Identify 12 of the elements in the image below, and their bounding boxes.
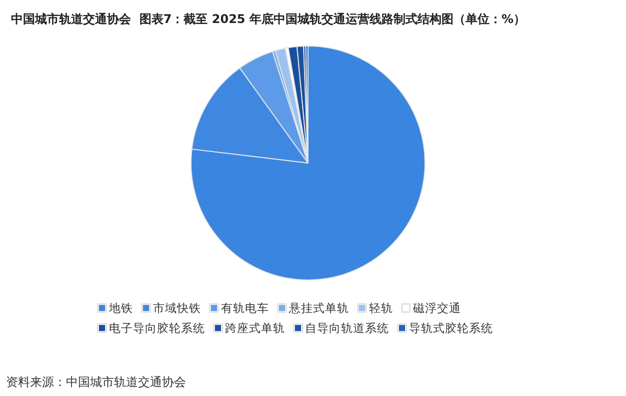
legend-label: 导轨式胶轮系统 — [409, 321, 493, 335]
legend-label: 市域快铁 — [153, 301, 201, 315]
legend-label: 地铁 — [108, 301, 133, 315]
chart-title: 中国城市轨道交通协会 图表7：截至 2025 年底中国城轨交通运营线路制式结构图（单位：%） — [11, 12, 526, 26]
legend-label: 跨座式单轨 — [225, 321, 285, 335]
legend-label: 磁浮交通 — [412, 301, 461, 315]
text: 资料来源：中国城市轨道交通协会 — [6, 375, 186, 389]
legend-label: 轻轨 — [369, 301, 393, 315]
legend-label: 自导向轨道系统 — [305, 321, 389, 335]
legend-label: 悬挂式单轨 — [288, 301, 349, 315]
legend-label: 有轨电车 — [221, 301, 269, 315]
legend-label: 电子导向胶轮系统 — [109, 321, 205, 335]
